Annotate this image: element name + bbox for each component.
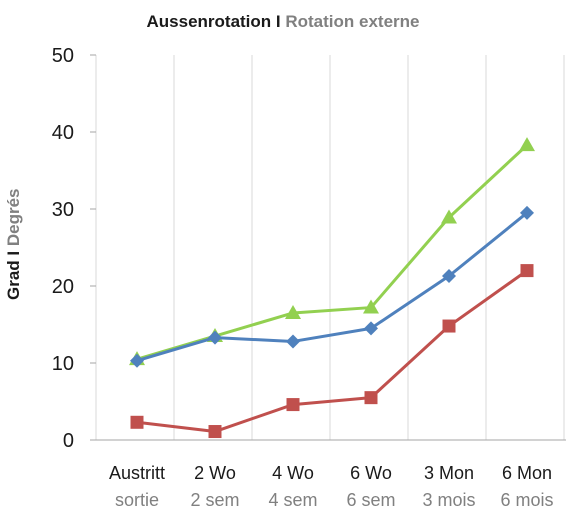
gridlines [95,55,565,440]
x-tick-label: 3 Mon [424,463,474,483]
data-point-square [520,264,534,278]
series-square [130,264,534,439]
x-tick-label-secondary: 6 sem [346,490,395,510]
series-diamond [130,205,534,368]
data-point-diamond [364,321,378,336]
data-point-diamond [286,334,300,349]
y-tick-label: 20 [52,276,74,298]
series-line [136,211,528,363]
data-point-square [364,391,378,405]
chart-title: Aussenrotation I Rotation externe [0,12,566,32]
y-tick-label: 50 [52,45,74,67]
x-tick-label-secondary: 6 mois [500,490,553,510]
data-point-square [208,425,222,439]
data-point-triangle [519,137,535,152]
series-group [129,137,535,439]
data-point-square [130,415,144,429]
x-tick-label: Austritt [109,463,165,483]
x-tick-label: 6 Wo [350,463,392,483]
x-tick-label: 6 Mon [502,463,552,483]
data-point-triangle [441,209,457,224]
data-point-diamond [208,330,222,345]
data-point-diamond [130,353,144,368]
data-point-diamond [442,268,456,283]
series-triangle [129,137,535,366]
x-tick-label: 4 Wo [272,463,314,483]
data-point-square [286,398,300,412]
y-tick-label: 0 [63,430,74,452]
data-point-diamond [520,205,534,220]
chart-title-french: Rotation externe [285,12,420,31]
series-line [136,269,528,434]
data-point-triangle [285,304,301,319]
x-ticks: Austritt sortie 2 Wo 2 sem 4 Wo 4 sem 6 Wo 6 se… [109,463,554,510]
y-tick-label: 40 [52,122,74,144]
chart-title-german: Aussenrotation I [146,12,281,31]
x-tick-label-secondary: 4 sem [268,490,317,510]
x-tick-label-secondary: sortie [115,490,159,510]
y-tick-label: 30 [52,199,74,221]
x-tick-label-secondary: 2 sem [190,490,239,510]
data-point-square [442,319,456,333]
x-tick-label-secondary: 3 mois [422,490,475,510]
y-ticks: 0 10 20 30 40 50 [52,45,96,452]
data-point-triangle [363,299,379,314]
series-line [136,143,529,361]
y-tick-label: 10 [52,353,74,375]
x-tick-label: 2 Wo [194,463,236,483]
